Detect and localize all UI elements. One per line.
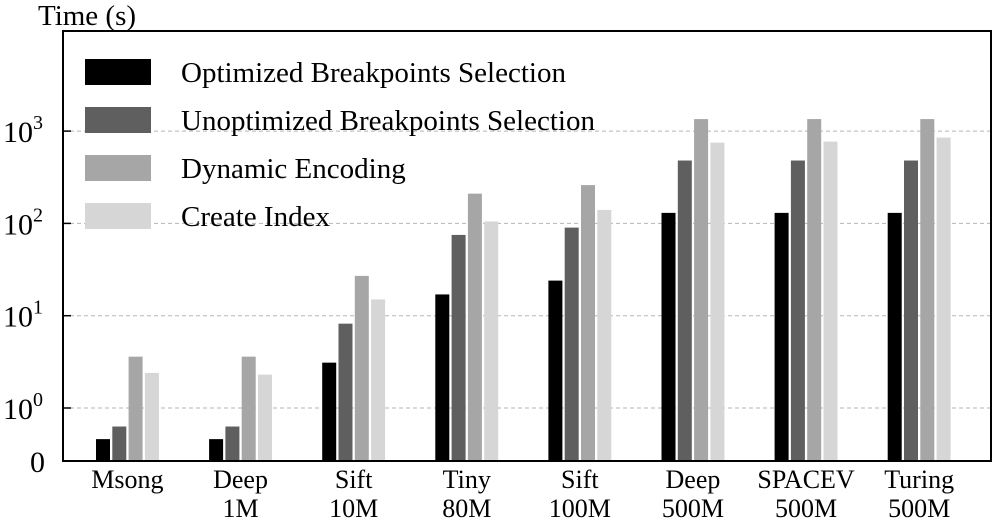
legend-label: Dynamic Encoding	[181, 153, 406, 185]
bar	[774, 212, 789, 461]
x-tick-label: Tiny	[443, 465, 491, 494]
x-tick-label: Sift	[335, 465, 373, 494]
bar	[225, 426, 240, 461]
bar	[484, 221, 499, 461]
bar	[823, 141, 838, 461]
x-tick-label: 10M	[329, 494, 378, 521]
legend-label: Unoptimized Breakpoints Selection	[181, 105, 595, 137]
bar	[807, 119, 822, 461]
bar	[338, 323, 353, 461]
x-tick-label: 500M	[775, 494, 837, 521]
x-tick-label: 80M	[442, 494, 491, 521]
bar	[112, 426, 127, 461]
bar	[790, 160, 805, 462]
legend: Optimized Breakpoints Selection Unoptimiz…	[85, 57, 595, 233]
bar	[354, 275, 369, 461]
legend-swatch	[85, 107, 151, 133]
legend-label: Optimized Breakpoints Selection	[181, 57, 566, 89]
bar	[371, 299, 386, 461]
bar	[677, 160, 692, 462]
bar	[209, 439, 224, 461]
y-tick-label: 103	[3, 112, 43, 149]
x-tick-label: 1M	[222, 494, 258, 521]
bar	[451, 234, 466, 461]
x-tick-label: SPACEV	[757, 465, 855, 494]
bar	[144, 372, 159, 461]
plot-frame	[62, 30, 992, 462]
bar	[435, 294, 450, 461]
x-tick-label: Turing	[884, 465, 954, 494]
y-tick-label: 100	[3, 389, 43, 426]
bar	[548, 280, 563, 461]
bar	[710, 142, 725, 462]
bar	[887, 212, 902, 461]
bar	[581, 185, 595, 461]
x-tick-label: 100M	[549, 494, 611, 521]
legend-swatch	[85, 155, 151, 181]
bar	[694, 119, 709, 461]
bars	[96, 119, 951, 462]
x-tick-label: Sift	[561, 465, 599, 494]
y-tick-label: 101	[3, 297, 43, 334]
bar	[467, 193, 482, 461]
y-tick-label: 102	[3, 204, 43, 241]
bar	[661, 212, 676, 461]
x-axis-labels: Msong Deep1MSift10MTiny80MSift100MDeep500…	[91, 465, 954, 521]
bar	[936, 137, 951, 462]
bar	[920, 119, 935, 461]
bar	[597, 209, 612, 461]
bar	[128, 356, 143, 461]
x-tick-label: 500M	[888, 494, 950, 521]
y-origin-label: 0	[30, 446, 45, 479]
bar	[322, 362, 337, 461]
bar	[564, 227, 579, 461]
x-tick-label: Msong	[91, 465, 163, 494]
bar	[241, 356, 256, 461]
bar	[258, 374, 272, 461]
x-tick-label: Deep	[666, 465, 721, 494]
bar	[904, 160, 918, 462]
bar	[96, 439, 110, 461]
legend-swatch	[85, 59, 151, 85]
x-tick-label: Deep	[213, 465, 268, 494]
y-axis-label: Time (s)	[38, 0, 136, 32]
legend-swatch	[85, 203, 151, 229]
legend-label: Create Index	[181, 201, 330, 233]
x-tick-label: 500M	[662, 494, 724, 521]
y-axis-ticks: 100 101 102 103	[3, 112, 71, 426]
